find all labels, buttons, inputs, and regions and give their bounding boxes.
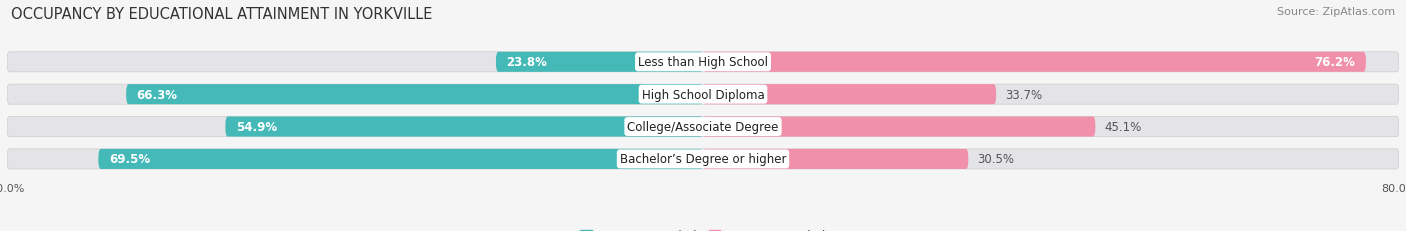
Legend: Owner-occupied, Renter-occupied: Owner-occupied, Renter-occupied	[575, 224, 831, 231]
Text: 54.9%: 54.9%	[236, 121, 277, 134]
FancyBboxPatch shape	[225, 117, 703, 137]
FancyBboxPatch shape	[703, 52, 1365, 73]
FancyBboxPatch shape	[703, 149, 969, 169]
FancyBboxPatch shape	[7, 117, 1399, 137]
FancyBboxPatch shape	[7, 149, 1399, 169]
Text: 76.2%: 76.2%	[1315, 56, 1355, 69]
Text: Bachelor’s Degree or higher: Bachelor’s Degree or higher	[620, 153, 786, 166]
Text: 66.3%: 66.3%	[136, 88, 177, 101]
Text: 30.5%: 30.5%	[977, 153, 1014, 166]
FancyBboxPatch shape	[496, 52, 703, 73]
Text: Less than High School: Less than High School	[638, 56, 768, 69]
FancyBboxPatch shape	[7, 52, 1399, 73]
Text: High School Diploma: High School Diploma	[641, 88, 765, 101]
FancyBboxPatch shape	[703, 117, 1095, 137]
Text: 69.5%: 69.5%	[108, 153, 150, 166]
FancyBboxPatch shape	[98, 149, 703, 169]
Text: 45.1%: 45.1%	[1104, 121, 1142, 134]
Text: College/Associate Degree: College/Associate Degree	[627, 121, 779, 134]
Text: Source: ZipAtlas.com: Source: ZipAtlas.com	[1277, 7, 1395, 17]
FancyBboxPatch shape	[703, 85, 997, 105]
Text: OCCUPANCY BY EDUCATIONAL ATTAINMENT IN YORKVILLE: OCCUPANCY BY EDUCATIONAL ATTAINMENT IN Y…	[11, 7, 433, 22]
FancyBboxPatch shape	[127, 85, 703, 105]
Text: 23.8%: 23.8%	[506, 56, 547, 69]
Text: 33.7%: 33.7%	[1005, 88, 1042, 101]
FancyBboxPatch shape	[7, 85, 1399, 105]
